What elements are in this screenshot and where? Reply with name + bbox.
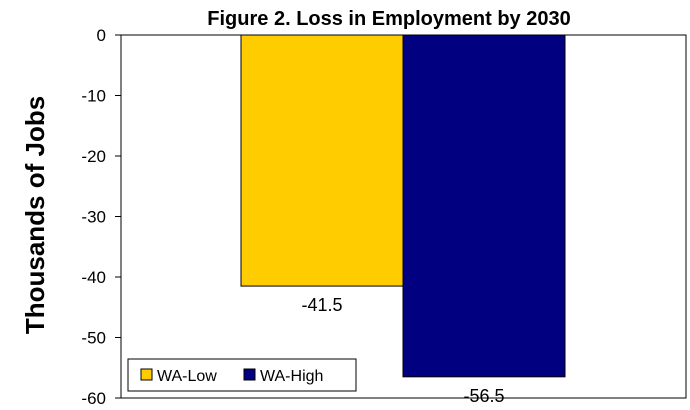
legend-swatch xyxy=(140,368,153,381)
bar-wa-high xyxy=(402,34,566,378)
y-tick-label: -30 xyxy=(81,208,106,227)
y-tick-label: 0 xyxy=(97,26,106,45)
y-tick-label: -10 xyxy=(81,87,106,106)
legend-label: WA-Low xyxy=(157,368,217,385)
plot-area: -41.5 -56.5 0 -10 -20 -30 -40 -50 -60 WA-Low WA-Hi… xyxy=(81,26,687,408)
y-tick-label: -60 xyxy=(81,389,106,405)
data-label: -56.5 xyxy=(463,386,504,405)
chart-title: Figure 2. Loss in Employment by 2030 xyxy=(207,8,570,30)
data-label: -41.5 xyxy=(301,295,342,315)
legend xyxy=(127,358,357,392)
y-tick-label: -20 xyxy=(81,147,106,166)
bar-wa-low xyxy=(240,34,404,287)
y-tick-label: -40 xyxy=(81,268,106,287)
legend-label: WA-High xyxy=(260,368,323,385)
legend-swatch xyxy=(243,368,256,381)
y-tick-label: -50 xyxy=(81,329,106,348)
y-axis-label: Thousands of Jobs xyxy=(20,96,50,334)
